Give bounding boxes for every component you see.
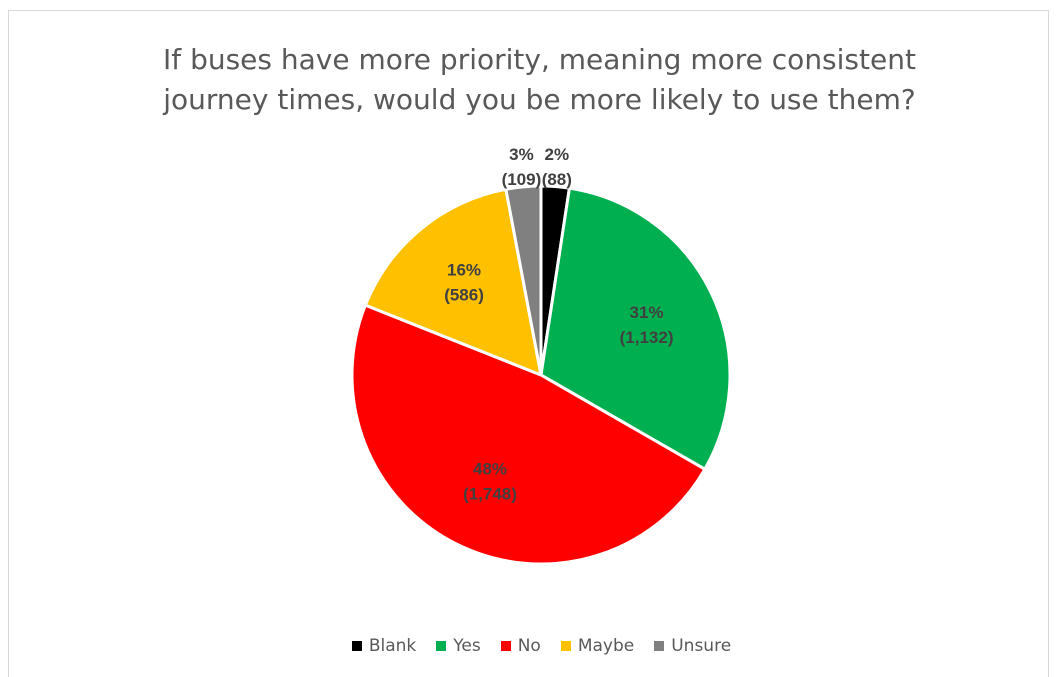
data-label-percent-no: 48% xyxy=(473,460,507,479)
legend-item-unsure: Unsure xyxy=(654,636,731,656)
legend-label-yes: Yes xyxy=(453,636,481,656)
data-label-percent-blank: 2% xyxy=(545,145,570,164)
legend-swatch-blank xyxy=(351,641,362,651)
legend-label-no: No xyxy=(517,636,541,656)
pie-slice-no xyxy=(350,303,707,566)
data-label-count-no: (1,748) xyxy=(463,485,517,504)
data-label-percent-maybe: 16% xyxy=(447,261,481,280)
data-label-count-unsure: (109) xyxy=(502,170,542,189)
legend-swatch-yes xyxy=(436,641,447,651)
chart-legend: Blank Yes No Maybe Unsure xyxy=(0,636,1059,656)
legend-swatch-no xyxy=(500,641,511,651)
data-label-count-blank: (88) xyxy=(542,170,572,189)
chart-title: If buses have more priority, meaning mor… xyxy=(0,40,1059,120)
data-label-percent-unsure: 3% xyxy=(509,145,534,164)
pie-slice-maybe xyxy=(363,187,543,377)
legend-label-unsure: Unsure xyxy=(671,636,732,656)
legend-label-blank: Blank xyxy=(368,636,417,656)
pie-slice-unsure xyxy=(504,184,543,377)
data-label-percent-yes: 31% xyxy=(630,303,664,322)
legend-item-yes: Yes xyxy=(436,636,481,656)
data-label-count-maybe: (586) xyxy=(444,286,484,305)
legend-swatch-unsure xyxy=(654,641,665,651)
legend-label-maybe: Maybe xyxy=(577,636,635,656)
pie-slice-yes xyxy=(539,186,732,471)
legend-item-no: No xyxy=(500,636,541,656)
chart-title-line-2: journey times, would you be more likely … xyxy=(163,83,916,116)
data-label-count-yes: (1,132) xyxy=(620,328,674,347)
legend-item-blank: Blank xyxy=(351,636,417,656)
legend-swatch-maybe xyxy=(560,641,571,651)
chart-title-line-1: If buses have more priority, meaning mor… xyxy=(163,43,916,76)
legend-item-maybe: Maybe xyxy=(560,636,635,656)
